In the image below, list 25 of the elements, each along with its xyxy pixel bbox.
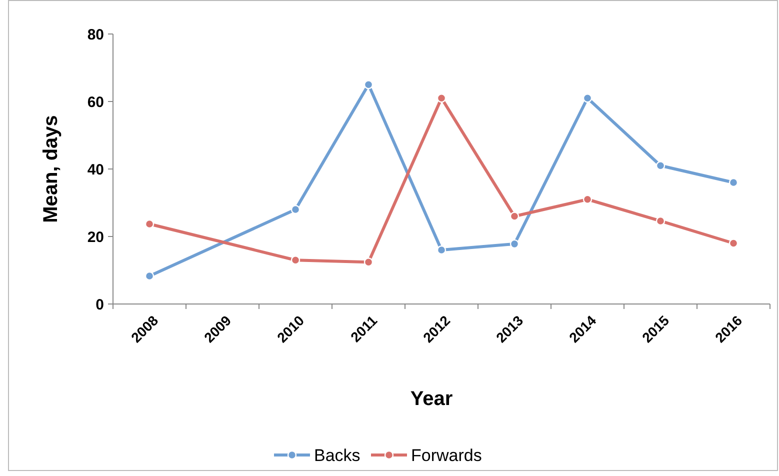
point [582,194,592,204]
legend-label: Forwards [411,446,482,465]
y-tick-label: 60 [87,94,104,111]
point [290,256,300,265]
point [144,219,154,229]
point [728,238,738,248]
y-axis-title: Mean, days [40,115,62,223]
point [510,239,520,249]
y-tick-label: 40 [87,161,104,178]
y-tick-label: 20 [87,228,104,246]
point [436,245,446,255]
point [582,94,592,103]
x-axis-title: Year [410,388,453,410]
legend-label: Backs [314,446,360,465]
point [144,271,154,281]
point [364,258,374,267]
point [290,204,300,214]
point [510,212,520,221]
point [436,94,446,103]
point [728,178,738,188]
point [656,216,666,226]
point [364,80,374,90]
point [656,161,666,170]
y-tick-label: 80 [87,26,104,44]
y-tick-label: 0 [96,296,104,314]
